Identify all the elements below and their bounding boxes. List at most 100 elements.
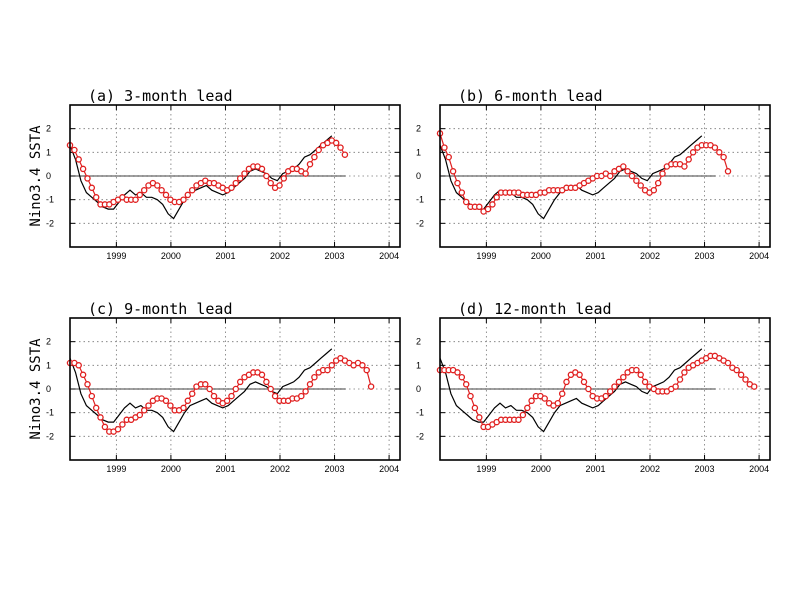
forecast-point bbox=[84, 381, 91, 388]
forecast-point bbox=[367, 383, 375, 390]
forecast-point bbox=[258, 165, 266, 173]
forecast-point bbox=[306, 381, 314, 388]
y-tick-label: 2 bbox=[416, 337, 421, 347]
forecast-point bbox=[615, 378, 623, 386]
forecast-point bbox=[724, 168, 732, 175]
forecast-point bbox=[633, 366, 640, 374]
y-tick-label: -2 bbox=[416, 218, 424, 228]
y-tick-label: 2 bbox=[46, 337, 51, 347]
panel-3: 1999 2000 2001 2002 2003 2004 -2 -1 0 1 2 (c) 9-mon… bbox=[28, 300, 401, 474]
forecast-point bbox=[441, 144, 448, 151]
forecast-point bbox=[733, 366, 740, 374]
forecast-point bbox=[742, 376, 749, 383]
y-tick-label: 2 bbox=[416, 124, 421, 134]
forecast-point bbox=[650, 186, 658, 194]
y-tick-label: -2 bbox=[416, 431, 424, 441]
forecast-point bbox=[467, 392, 474, 400]
panel-title: (c) 9-month lead bbox=[88, 300, 233, 318]
forecast-point bbox=[493, 194, 500, 201]
forecast-point bbox=[223, 397, 231, 405]
series-observed-line bbox=[69, 348, 333, 433]
x-tick-label: 2002 bbox=[640, 464, 660, 474]
x-tick-label: 2000 bbox=[531, 464, 551, 474]
y-tick-label: -1 bbox=[416, 408, 424, 418]
forecast-point bbox=[676, 376, 684, 383]
plot-frame bbox=[69, 104, 401, 248]
forecast-point bbox=[620, 373, 627, 381]
x-tick-label: 2004 bbox=[749, 464, 769, 474]
forecast-point bbox=[519, 411, 527, 419]
forecast-point bbox=[750, 383, 758, 390]
forecast-point bbox=[228, 392, 235, 400]
forecast-point bbox=[580, 378, 588, 386]
x-tick-label: 1999 bbox=[476, 251, 496, 261]
forecast-point bbox=[458, 373, 466, 381]
forecast-point bbox=[232, 179, 240, 187]
forecast-point bbox=[302, 388, 309, 395]
forecast-point bbox=[602, 392, 610, 400]
x-tick-label: 2004 bbox=[379, 251, 399, 261]
forecast-point bbox=[633, 177, 640, 184]
forecast-point bbox=[236, 175, 244, 182]
x-tick-label: 2004 bbox=[379, 464, 399, 474]
forecast-point bbox=[606, 388, 614, 395]
forecast-point bbox=[180, 404, 187, 412]
forecast-point bbox=[298, 392, 305, 400]
y-tick-label: 0 bbox=[46, 384, 51, 394]
forecast-point bbox=[471, 404, 479, 412]
forecast-point bbox=[359, 362, 366, 369]
forecast-point bbox=[711, 144, 719, 151]
forecast-point bbox=[263, 172, 270, 180]
forecast-point bbox=[515, 416, 522, 424]
x-tick-label: 1999 bbox=[106, 251, 126, 261]
forecast-point bbox=[462, 381, 470, 388]
y-tick-label: 1 bbox=[46, 360, 51, 370]
x-tick-label: 2004 bbox=[749, 251, 769, 261]
forecast-point bbox=[158, 186, 165, 194]
forecast-point bbox=[84, 175, 91, 182]
forecast-point bbox=[206, 385, 213, 393]
forecast-point bbox=[92, 194, 100, 201]
x-tick-label: 2000 bbox=[161, 464, 181, 474]
forecast-point bbox=[306, 160, 314, 168]
x-tick-label: 2000 bbox=[531, 251, 551, 261]
forecast-point bbox=[654, 179, 662, 187]
forecast-point bbox=[71, 146, 78, 154]
y-tick-label: -1 bbox=[416, 195, 424, 205]
forecast-point bbox=[445, 153, 452, 161]
forecast-point bbox=[228, 184, 235, 192]
x-tick-label: 2001 bbox=[215, 464, 235, 474]
forecast-point bbox=[558, 390, 566, 397]
forecast-point bbox=[167, 402, 174, 409]
forecast-point bbox=[462, 198, 470, 206]
forecast-point bbox=[154, 182, 161, 189]
forecast-point bbox=[79, 371, 87, 379]
forecast-point bbox=[454, 369, 461, 376]
panel-4: 1999 2000 2001 2002 2003 2004 -2 -1 0 1 2 (d) 12-mo… bbox=[416, 300, 771, 474]
panel-title: (d) 12-month lead bbox=[458, 300, 612, 318]
y-tick-label: 0 bbox=[416, 384, 421, 394]
forecast-point bbox=[328, 362, 336, 369]
y-axis-label: Nino3.4 SSTA bbox=[28, 125, 44, 227]
x-tick-label: 2000 bbox=[161, 251, 181, 261]
forecast-point bbox=[79, 165, 87, 173]
forecast-point bbox=[276, 182, 283, 189]
forecast-point bbox=[624, 168, 631, 175]
forecast-point bbox=[541, 395, 548, 402]
x-tick-label: 2002 bbox=[640, 251, 660, 261]
forecast-point bbox=[210, 392, 218, 400]
forecast-point bbox=[263, 378, 270, 386]
x-tick-label: 2002 bbox=[270, 251, 290, 261]
forecast-point bbox=[140, 186, 148, 194]
forecast-point bbox=[324, 366, 331, 374]
forecast-point bbox=[337, 144, 344, 151]
forecast-point bbox=[332, 139, 340, 147]
forecast-point bbox=[484, 205, 492, 213]
forecast-point bbox=[458, 189, 466, 196]
series-observed-line bbox=[439, 348, 703, 433]
forecast-point bbox=[363, 366, 370, 374]
forecast-point bbox=[476, 203, 483, 211]
forecast-point bbox=[563, 378, 570, 386]
forecast-point bbox=[88, 392, 96, 400]
forecast-point bbox=[236, 378, 244, 386]
